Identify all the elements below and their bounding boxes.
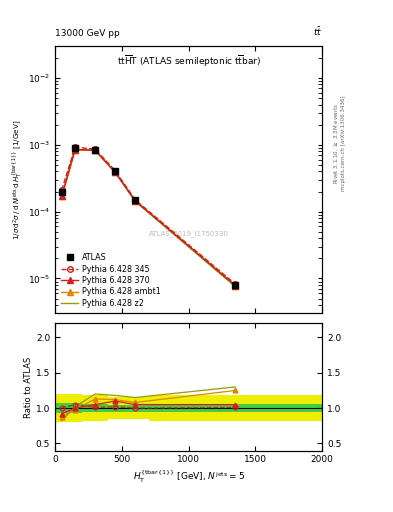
Text: tt$\overline{\mathrm{H}}$T (ATLAS semileptonic t$\overline{\mathrm{t}}$bar): tt$\overline{\mathrm{H}}$T (ATLAS semile… (117, 54, 261, 69)
Line: Pythia 6.428 ambt1: Pythia 6.428 ambt1 (59, 147, 238, 288)
Pythia 6.428 345 (73, 144, 77, 151)
Y-axis label: Ratio to ATLAS: Ratio to ATLAS (24, 356, 33, 418)
Pythia 6.428 370 (93, 147, 97, 153)
Line: ATLAS: ATLAS (59, 145, 238, 288)
Y-axis label: $1/\sigma\,\mathrm{d}^2\sigma\,/\,\mathrm{d}\,N^{\mathrm{jets}}\,\mathrm{d}\,H_\: $1/\sigma\,\mathrm{d}^2\sigma\,/\,\mathr… (11, 119, 25, 240)
ATLAS (93, 146, 97, 153)
Text: Rivet 3.1.10, $\geq$ 3.3M events: Rivet 3.1.10, $\geq$ 3.3M events (332, 103, 340, 184)
Line: Pythia 6.428 z2: Pythia 6.428 z2 (62, 150, 235, 287)
Pythia 6.428 345 (133, 197, 138, 203)
Pythia 6.428 z2 (73, 147, 77, 153)
Pythia 6.428 ambt1 (93, 147, 97, 153)
Text: ATLAS_2019_I1750330: ATLAS_2019_I1750330 (149, 230, 229, 237)
ATLAS (73, 145, 77, 151)
ATLAS (59, 188, 64, 195)
Pythia 6.428 345 (233, 281, 238, 287)
Pythia 6.428 370 (73, 146, 77, 153)
Pythia 6.428 370 (133, 198, 138, 204)
Line: Pythia 6.428 370: Pythia 6.428 370 (59, 147, 238, 288)
Pythia 6.428 z2 (113, 169, 118, 176)
Pythia 6.428 z2 (233, 284, 238, 290)
Pythia 6.428 370 (59, 193, 64, 199)
ATLAS (233, 282, 238, 288)
Pythia 6.428 z2 (133, 198, 138, 204)
Pythia 6.428 ambt1 (113, 169, 118, 175)
Pythia 6.428 345 (59, 187, 64, 193)
Legend: ATLAS, Pythia 6.428 345, Pythia 6.428 370, Pythia 6.428 ambt1, Pythia 6.428 z2: ATLAS, Pythia 6.428 345, Pythia 6.428 37… (59, 251, 162, 309)
ATLAS (133, 197, 138, 203)
Pythia 6.428 ambt1 (133, 198, 138, 204)
Text: mcplots.cern.ch [arXiv:1306.3436]: mcplots.cern.ch [arXiv:1306.3436] (342, 96, 346, 191)
X-axis label: $H_\mathrm{T}^{\{\mathrm{tbar}\{1\}\}}$ [GeV], $N^{\mathrm{jets}} = 5$: $H_\mathrm{T}^{\{\mathrm{tbar}\{1\}\}}$ … (132, 468, 245, 485)
Pythia 6.428 z2 (93, 147, 97, 154)
Text: $t\bar{t}$: $t\bar{t}$ (313, 26, 322, 38)
Pythia 6.428 z2 (59, 194, 64, 200)
Pythia 6.428 370 (233, 283, 238, 289)
Pythia 6.428 ambt1 (73, 146, 77, 153)
Pythia 6.428 345 (93, 146, 97, 152)
Text: 13000 GeV pp: 13000 GeV pp (55, 29, 120, 38)
Line: Pythia 6.428 345: Pythia 6.428 345 (59, 144, 238, 287)
Pythia 6.428 345 (113, 167, 118, 174)
Pythia 6.428 ambt1 (233, 283, 238, 289)
ATLAS (113, 168, 118, 175)
Pythia 6.428 ambt1 (59, 193, 64, 199)
Pythia 6.428 370 (113, 169, 118, 175)
